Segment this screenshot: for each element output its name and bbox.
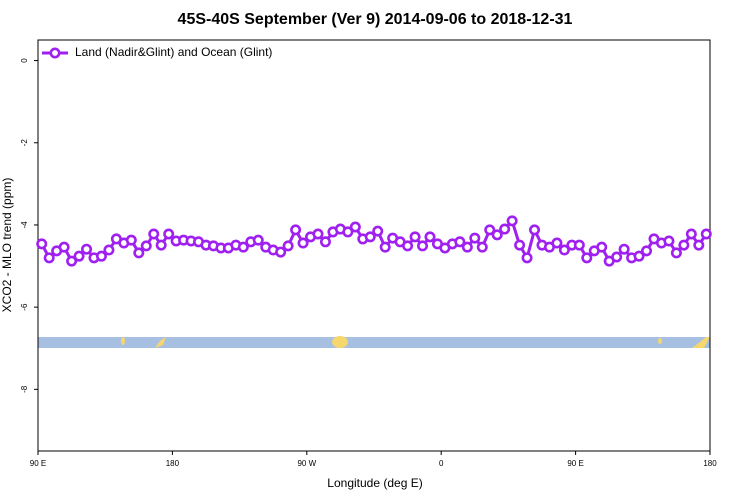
data-point bbox=[349, 221, 361, 233]
data-point bbox=[140, 240, 152, 252]
x-tick-label: 90 W bbox=[297, 459, 316, 468]
chart-title: 45S-40S September (Ver 9) 2014-09-06 to … bbox=[178, 11, 573, 28]
legend-label: Land (Nadir&Glint) and Ocean (Glint) bbox=[75, 45, 272, 59]
data-point bbox=[290, 224, 302, 236]
data-point bbox=[551, 237, 563, 249]
data-point bbox=[43, 252, 55, 264]
land bbox=[332, 336, 348, 348]
data-point bbox=[491, 229, 503, 241]
x-tick-label: 90 E bbox=[30, 459, 46, 468]
data-point bbox=[402, 240, 414, 252]
data-point bbox=[476, 241, 488, 253]
data-point bbox=[275, 246, 287, 258]
land bbox=[121, 337, 125, 345]
y-tick-label: -8 bbox=[20, 385, 29, 393]
y-tick-label: 0 bbox=[20, 58, 29, 63]
data-point bbox=[66, 255, 78, 267]
data-point bbox=[312, 228, 324, 240]
data-point bbox=[506, 215, 518, 227]
data-point bbox=[297, 237, 309, 249]
data-point bbox=[73, 250, 85, 262]
data-point bbox=[95, 250, 107, 262]
x-tick-label: 180 bbox=[166, 459, 180, 468]
x-tick-label: 0 bbox=[439, 459, 444, 468]
data-point bbox=[633, 250, 645, 262]
data-point bbox=[133, 247, 145, 259]
data-point bbox=[155, 239, 167, 251]
data-point bbox=[484, 224, 496, 236]
data-point bbox=[148, 228, 160, 240]
data-point bbox=[618, 243, 630, 255]
data-point bbox=[663, 235, 675, 247]
y-axis-label: XCO2 - MLO trend (ppm) bbox=[0, 178, 14, 313]
data-point bbox=[693, 239, 705, 251]
data-point bbox=[596, 241, 608, 253]
data-point bbox=[417, 240, 429, 252]
data-point bbox=[529, 224, 541, 236]
data-point bbox=[454, 236, 466, 248]
data-point bbox=[670, 247, 682, 259]
data-point bbox=[641, 245, 653, 257]
legend-marker bbox=[49, 47, 61, 59]
data-point bbox=[678, 239, 690, 251]
y-tick-label: -2 bbox=[20, 139, 29, 147]
data-point bbox=[611, 251, 623, 263]
data-point bbox=[103, 244, 115, 256]
land bbox=[155, 337, 166, 348]
data-point bbox=[521, 252, 533, 264]
y-tick-label: -4 bbox=[20, 221, 29, 229]
data-point bbox=[252, 234, 264, 246]
data-point bbox=[81, 243, 93, 255]
data-point bbox=[364, 231, 376, 243]
data-point bbox=[424, 231, 436, 243]
data-point bbox=[163, 228, 175, 240]
data-point bbox=[282, 240, 294, 252]
data-point bbox=[700, 228, 712, 240]
data-point bbox=[319, 236, 331, 248]
data-point bbox=[237, 241, 249, 253]
data-point bbox=[514, 239, 526, 251]
x-tick-label: 180 bbox=[703, 459, 717, 468]
ocean-strip bbox=[38, 337, 710, 348]
data-point bbox=[409, 231, 421, 243]
x-axis-label: Longitude (deg E) bbox=[327, 476, 422, 490]
data-point bbox=[581, 252, 593, 264]
data-point bbox=[461, 241, 473, 253]
data-point bbox=[58, 241, 70, 253]
data-point bbox=[573, 239, 585, 251]
data-point bbox=[342, 226, 354, 238]
data-point bbox=[469, 232, 481, 244]
map-strip bbox=[38, 336, 710, 348]
data-point bbox=[372, 225, 384, 237]
x-tick-label: 90 E bbox=[567, 459, 583, 468]
land bbox=[692, 337, 710, 348]
land bbox=[658, 338, 662, 344]
data-point bbox=[36, 238, 48, 250]
y-tick-label: -6 bbox=[20, 303, 29, 311]
data-point bbox=[558, 244, 570, 256]
data-point bbox=[379, 241, 391, 253]
data-point bbox=[499, 223, 511, 235]
data-point bbox=[125, 234, 137, 246]
data-point bbox=[685, 228, 697, 240]
